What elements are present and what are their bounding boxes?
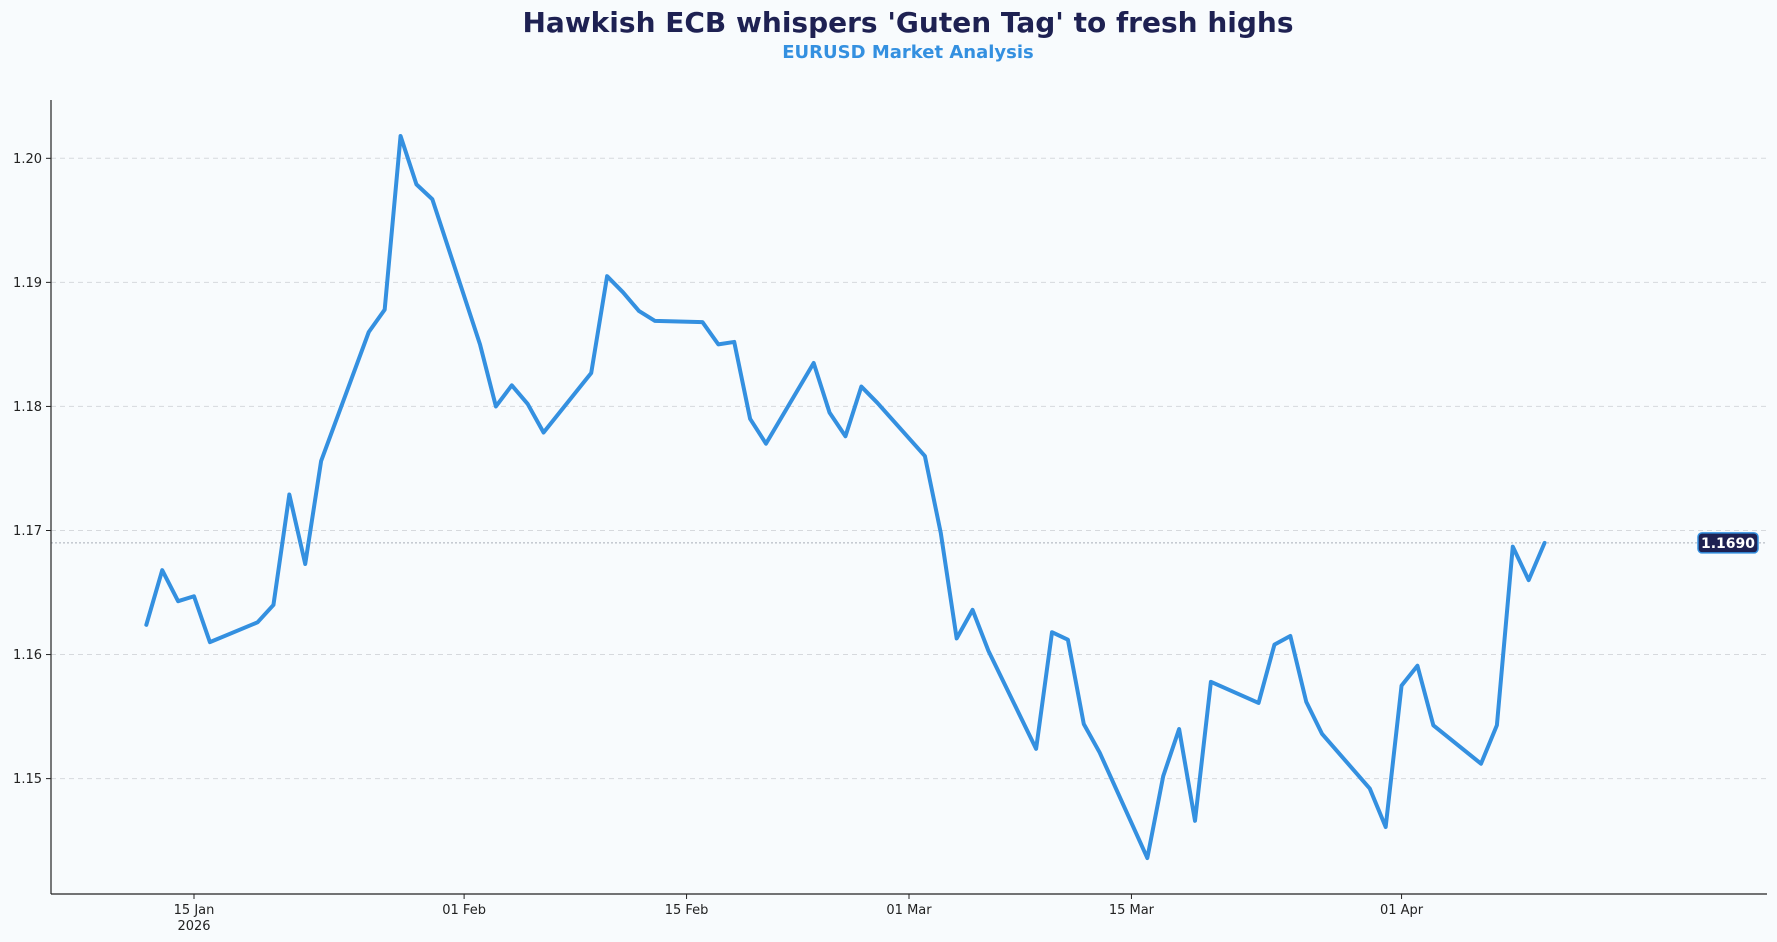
- grid-layer: [51, 157, 1767, 780]
- y-tick-label: 1.19: [13, 276, 42, 291]
- y-tick-label: 1.16: [13, 648, 42, 663]
- last-price-label: 1.1690: [1701, 536, 1755, 552]
- x-tick-label: 01 Feb: [442, 903, 486, 918]
- chart-title: Hawkish ECB whispers 'Guten Tag' to fres…: [522, 6, 1293, 39]
- x-tick-label: 15 Feb: [665, 903, 709, 918]
- y-tick-label: 1.20: [13, 152, 42, 167]
- eurusd-price-line: [144, 133, 1547, 861]
- last-price-badge: [1697, 532, 1759, 554]
- axes-layer: [50, 100, 1767, 895]
- x-tick-sublabel: 2026: [177, 919, 210, 934]
- annotation-layer: 1.1690: [1697, 532, 1759, 554]
- y-tick-label: 1.18: [13, 400, 42, 415]
- x-tick-label: 01 Apr: [1380, 903, 1424, 918]
- y-tick-label: 1.17: [13, 524, 42, 539]
- series-layer: [144, 133, 1547, 861]
- x-tick-label: 15 Jan: [174, 903, 215, 918]
- x-tick-label: 01 Mar: [886, 903, 932, 918]
- y-tick-label: 1.15: [13, 772, 42, 787]
- chart-subtitle: EURUSD Market Analysis: [782, 42, 1033, 63]
- x-tick-label: 15 Mar: [1109, 903, 1155, 918]
